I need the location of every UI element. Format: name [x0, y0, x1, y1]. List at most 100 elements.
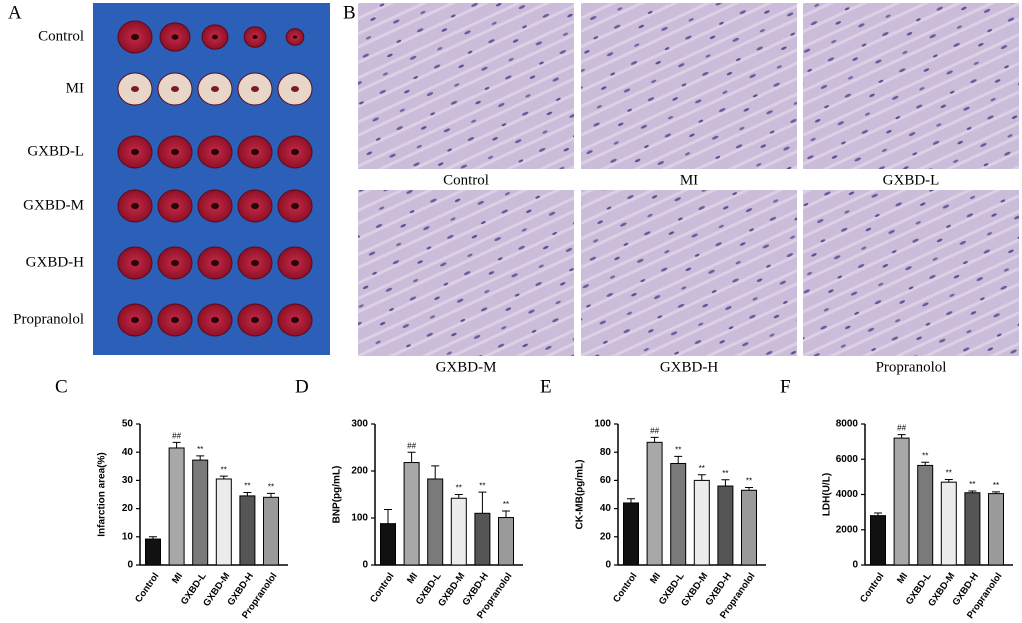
y-axis-label: CK-MB(pg/mL) [575, 460, 586, 530]
bar [450, 497, 467, 566]
heart-lumen [171, 260, 179, 266]
error-bar [921, 461, 930, 466]
y-tick-label: 60 [600, 475, 612, 486]
image-label: Propranolol [876, 359, 947, 375]
error-bar [745, 486, 753, 491]
y-tick-label: 80 [600, 447, 612, 458]
significance-marker: ** [244, 482, 250, 491]
y-tick-label: 0 [852, 560, 858, 571]
bar [380, 523, 396, 566]
significance-marker: ** [503, 500, 509, 509]
y-tick-label: 0 [605, 560, 611, 571]
heart-lumen [251, 149, 259, 155]
bar [940, 481, 957, 566]
heart-lumen [171, 317, 179, 323]
y-tick-label: 20 [600, 531, 612, 542]
y-axis-label: BNP(pg/mL) [332, 466, 343, 524]
heart-lumen [131, 86, 139, 92]
error-bar [384, 509, 392, 524]
y-axis-label: Infarction area(%) [97, 452, 108, 536]
y-tick-label: 30 [122, 475, 134, 486]
y-tick-label: 10 [122, 531, 134, 542]
panel-letter: A [8, 2, 22, 23]
error-bar [196, 455, 205, 461]
heart-lumen [252, 35, 258, 39]
heart-lumen [131, 34, 139, 40]
error-bar [721, 479, 730, 487]
bar [693, 479, 710, 566]
y-tick-label: 100 [351, 513, 368, 524]
significance-marker: ** [699, 464, 705, 473]
x-tick-label: Control [133, 571, 161, 605]
significance-marker: ## [172, 431, 181, 440]
y-tick-label: 0 [362, 560, 368, 571]
error-bar [968, 490, 977, 493]
error-bar [407, 451, 416, 463]
y-tick-label: 200 [351, 466, 368, 477]
heart-lumen [171, 203, 179, 209]
heart-lumen [251, 86, 259, 92]
heart-lumen [131, 317, 139, 323]
bar [988, 493, 1004, 566]
heart-lumen [291, 317, 299, 323]
heart-lumen [211, 317, 219, 323]
heart-lumen [251, 317, 259, 323]
error-bar [944, 479, 953, 483]
bar [215, 478, 232, 566]
error-bar [650, 436, 659, 443]
x-tick-label: Control [368, 571, 396, 605]
heart-lumen [131, 260, 139, 266]
significance-marker: ** [221, 465, 227, 474]
bar [168, 447, 185, 566]
bar [623, 502, 639, 566]
bar [498, 517, 514, 566]
error-bar [243, 492, 252, 496]
heart-lumen [251, 260, 259, 266]
significance-marker: ** [746, 477, 752, 486]
heart-lumen [291, 149, 299, 155]
y-tick-label: 300 [351, 419, 368, 430]
bar [192, 459, 209, 566]
error-bar [431, 465, 440, 479]
significance-marker: ## [407, 441, 416, 450]
histology-image [358, 3, 574, 169]
significance-marker: ** [479, 481, 485, 490]
heart-lumen [131, 149, 139, 155]
heart-lumen [291, 260, 299, 266]
histology-image [803, 190, 1019, 356]
heart-lumen [131, 203, 139, 209]
significance-marker: ** [922, 451, 928, 460]
bar [893, 437, 910, 566]
significance-marker: ** [197, 445, 203, 454]
image-label: MI [680, 172, 698, 188]
significance-marker: ** [946, 469, 952, 478]
y-tick-label: 100 [594, 419, 611, 430]
bar [474, 512, 491, 566]
panel-letter: C [55, 376, 68, 397]
image-label: GXBD-H [660, 359, 718, 375]
bar [741, 489, 757, 566]
image-label: GXBD-L [883, 172, 940, 188]
bar [964, 492, 981, 566]
significance-marker: ** [456, 484, 462, 493]
y-tick-label: 4000 [836, 489, 859, 500]
histology-image [803, 3, 1019, 169]
x-tick-label: MI [895, 571, 910, 586]
y-tick-label: 6000 [836, 454, 859, 465]
error-bar [172, 441, 181, 448]
significance-marker: ** [675, 446, 681, 455]
heart-photo [93, 3, 330, 355]
heart-lumen [291, 203, 299, 209]
row-label: Propranolol [13, 311, 84, 327]
error-bar [897, 434, 906, 439]
error-bar [627, 498, 635, 503]
row-label: Control [38, 28, 84, 44]
significance-marker: ** [722, 469, 728, 478]
significance-marker: ** [969, 480, 975, 489]
bar [917, 464, 934, 566]
heart-lumen [171, 34, 179, 40]
significance-marker: ** [993, 481, 999, 490]
y-tick-label: 8000 [836, 419, 859, 430]
panel-letter: F [780, 376, 791, 397]
